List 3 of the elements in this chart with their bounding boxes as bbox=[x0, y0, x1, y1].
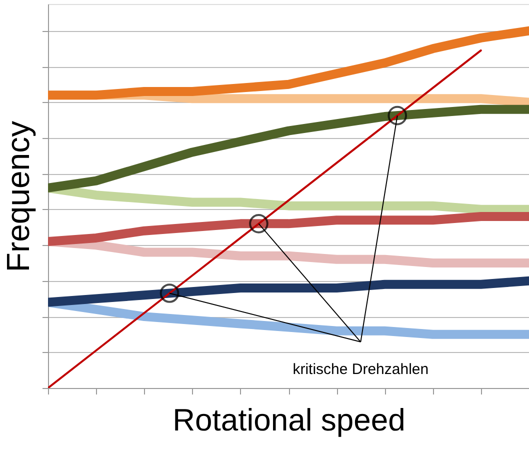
y-axis-title: Frequency bbox=[0, 120, 36, 272]
x-axis-title: Rotational speed bbox=[172, 402, 406, 438]
annotation: kritische Drehzahlen bbox=[292, 360, 429, 378]
